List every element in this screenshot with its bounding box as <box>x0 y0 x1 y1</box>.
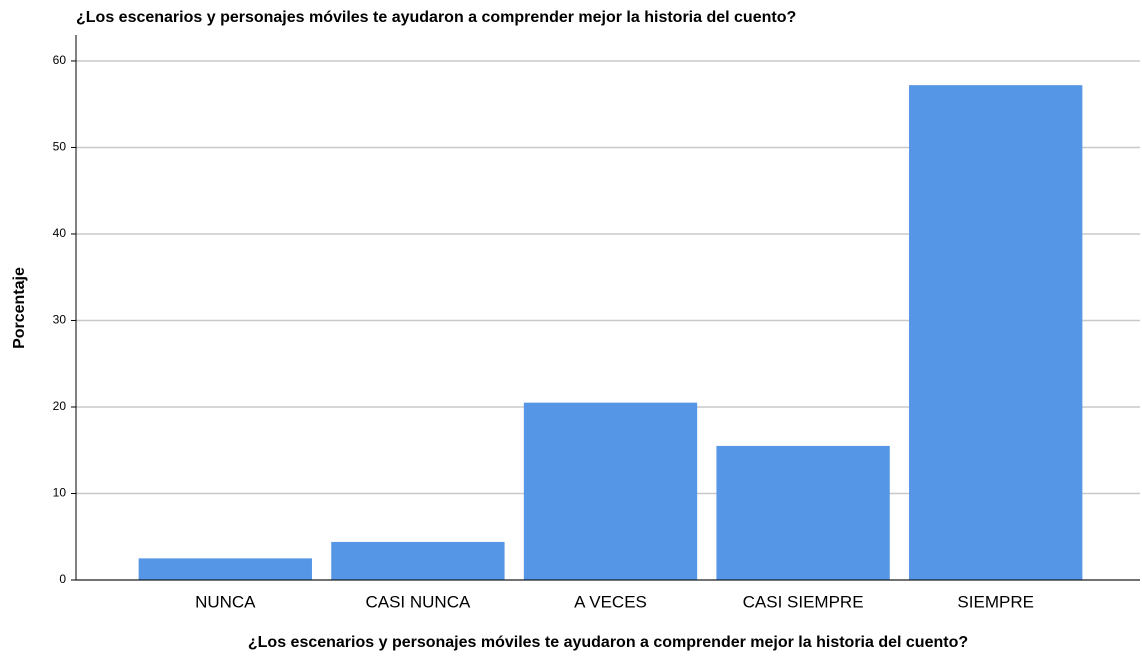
y-axis-label: Porcentaje <box>11 267 28 349</box>
x-tick-label: SIEMPRE <box>957 592 1034 611</box>
x-tick-label: NUNCA <box>195 592 256 611</box>
y-tick-label: 20 <box>53 399 67 413</box>
y-tick-label: 60 <box>53 53 67 67</box>
bar <box>331 541 505 580</box>
chart-title: ¿Los escenarios y personajes móviles te … <box>76 9 796 26</box>
x-tick-label: CASI NUNCA <box>365 592 471 611</box>
x-tick-label: A VECES <box>574 592 647 611</box>
y-tick-label: 40 <box>53 226 67 240</box>
y-tick-label: 30 <box>53 313 67 327</box>
bar <box>716 445 890 580</box>
bar <box>523 402 698 580</box>
y-tick-label: 0 <box>59 572 66 586</box>
bar <box>909 85 1083 580</box>
x-axis-label: ¿Los escenarios y personajes móviles te … <box>248 634 968 651</box>
y-tick-label: 10 <box>53 486 67 500</box>
bar <box>138 558 312 580</box>
y-tick-label: 50 <box>53 140 67 154</box>
x-tick-label: CASI SIEMPRE <box>743 592 864 611</box>
